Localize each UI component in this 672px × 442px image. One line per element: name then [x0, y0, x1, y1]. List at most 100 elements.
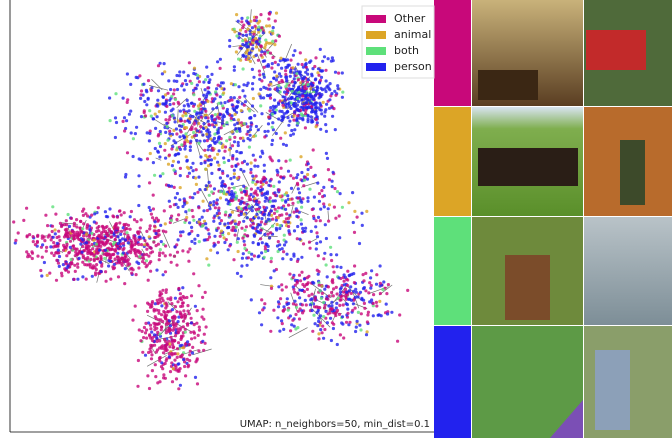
point: [252, 135, 255, 138]
point: [222, 156, 225, 159]
point: [97, 206, 100, 209]
point: [296, 97, 299, 100]
point: [142, 237, 145, 240]
point: [235, 195, 238, 198]
point: [287, 64, 290, 67]
point: [259, 180, 262, 183]
point: [190, 82, 193, 85]
point: [252, 154, 255, 157]
point: [188, 209, 191, 212]
point: [346, 312, 349, 315]
point: [231, 157, 234, 160]
point: [309, 303, 312, 306]
point: [184, 112, 187, 115]
point: [172, 139, 175, 142]
point: [302, 242, 305, 245]
point: [234, 83, 237, 86]
point: [331, 185, 334, 188]
point: [156, 381, 159, 384]
point: [248, 109, 251, 112]
point: [122, 251, 125, 254]
point: [265, 243, 268, 246]
point: [243, 247, 246, 250]
point: [281, 104, 284, 107]
point: [279, 224, 282, 227]
point: [398, 313, 401, 316]
point: [370, 269, 373, 272]
point: [118, 247, 121, 250]
point: [257, 254, 260, 257]
point: [284, 85, 287, 88]
point: [263, 256, 266, 259]
point: [177, 238, 180, 241]
point: [302, 102, 305, 105]
point: [163, 62, 166, 65]
point: [195, 139, 198, 142]
point: [277, 159, 280, 162]
point: [177, 320, 180, 323]
point: [202, 122, 205, 125]
point: [208, 155, 211, 158]
point: [296, 114, 299, 117]
point: [43, 261, 46, 264]
point: [169, 88, 172, 91]
point: [375, 301, 378, 304]
point: [277, 250, 280, 253]
point: [149, 324, 152, 327]
point: [321, 325, 324, 328]
point: [93, 212, 96, 215]
point: [176, 192, 179, 195]
point: [270, 257, 273, 260]
point: [330, 291, 333, 294]
point: [271, 32, 274, 35]
point: [253, 235, 256, 238]
point: [185, 155, 188, 158]
point: [298, 289, 301, 292]
point: [253, 165, 256, 168]
point: [293, 300, 296, 303]
point: [319, 94, 322, 97]
point: [296, 237, 299, 240]
point: [144, 322, 147, 325]
point: [206, 75, 209, 78]
point: [353, 231, 356, 234]
point: [251, 35, 254, 38]
point: [362, 273, 365, 276]
point: [279, 57, 282, 60]
point: [126, 264, 129, 267]
point: [165, 122, 168, 125]
point: [314, 78, 317, 81]
point: [228, 45, 231, 48]
point: [201, 216, 204, 219]
point: [249, 198, 252, 201]
point: [254, 159, 257, 162]
point: [142, 83, 145, 86]
point: [237, 250, 240, 253]
point: [341, 91, 344, 94]
point: [73, 222, 76, 225]
point: [332, 171, 335, 174]
point: [179, 167, 182, 170]
point: [50, 238, 53, 241]
point: [263, 59, 266, 62]
point: [345, 302, 348, 305]
point: [339, 266, 342, 269]
point: [267, 116, 270, 119]
point: [216, 198, 219, 201]
point: [294, 105, 297, 108]
point: [300, 271, 303, 274]
point: [223, 241, 226, 244]
point: [182, 320, 185, 323]
point: [65, 223, 68, 226]
point: [193, 323, 196, 326]
point: [95, 243, 98, 246]
point: [323, 205, 326, 208]
point: [197, 104, 200, 107]
point: [17, 231, 20, 234]
point: [271, 56, 274, 59]
point: [114, 116, 117, 119]
point: [246, 264, 249, 267]
point: [129, 251, 132, 254]
point: [330, 301, 333, 304]
point: [140, 243, 143, 246]
